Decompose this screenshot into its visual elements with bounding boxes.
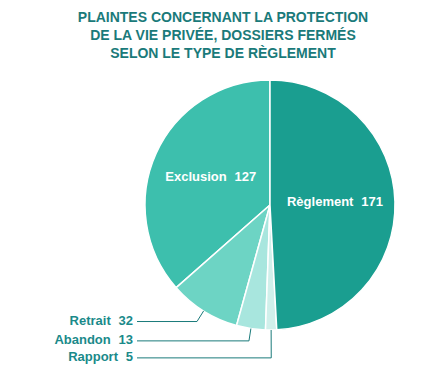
slice-label: Règlement <box>287 195 354 210</box>
slice-label: Exclusion <box>165 170 226 185</box>
leader-line <box>137 329 251 341</box>
data-label: 32 <box>119 313 133 328</box>
title: PLAINTES CONCERNANT LA PROTECTION <box>78 9 368 25</box>
title: DE LA VIE PRIVÉE, DOSSIERS FERMÉS <box>90 27 356 43</box>
inside-label: Règlement 171 <box>287 195 383 210</box>
slice-label: Rapport <box>68 349 119 364</box>
pie-slice <box>270 80 395 330</box>
labels: Exclusion 127 Retrait 32 Abandon 13Rapport 5 Rè… <box>54 170 383 365</box>
data-label: 13 <box>119 332 133 347</box>
title: SELON LE TYPE DE RÈGLEMENT <box>110 45 336 61</box>
pie-slice <box>237 205 270 330</box>
outside-label: Retrait 32 <box>70 313 133 328</box>
inside-label: Exclusion 127 <box>165 170 256 185</box>
data-label: 5 <box>126 349 133 364</box>
chart: PLAINTES CONCERNANT LA PROTECTION DE LA V… <box>0 0 446 385</box>
outside-label: Rapport 5 <box>68 349 133 364</box>
leader-line <box>137 311 204 322</box>
slice-label: Retrait <box>70 313 112 328</box>
leader-line <box>137 330 271 358</box>
slice-label: Abandon <box>54 332 110 347</box>
title-group: PLAINTES CONCERNANT LA PROTECTION DE LA V… <box>78 9 368 61</box>
outside-label: Abandon 13 <box>54 332 133 347</box>
data-label: 171 <box>361 195 383 210</box>
pie <box>145 80 395 330</box>
data-label: 127 <box>235 170 257 185</box>
